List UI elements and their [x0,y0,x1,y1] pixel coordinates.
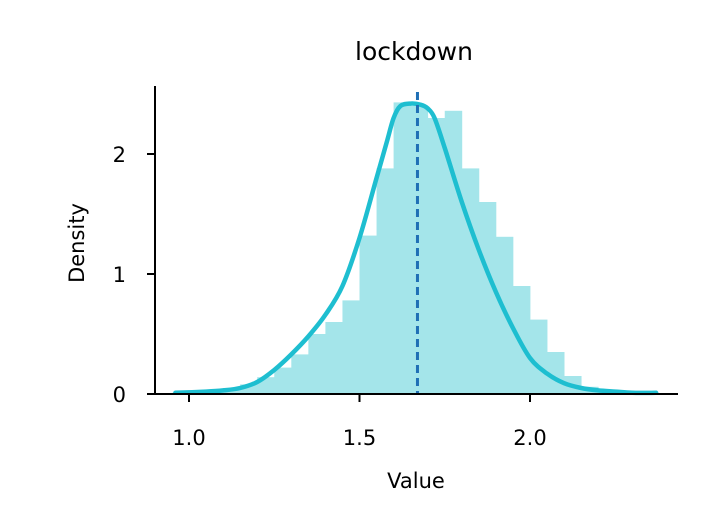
y-ticks: 0 1 2 [113,143,155,407]
histogram-bar [376,168,394,394]
x-axis-title: Value [387,469,445,493]
x-tick-label: 2.0 [513,426,546,450]
y-tick-label: 1 [113,263,126,287]
histogram-bar [530,319,548,394]
histogram-bar [410,106,429,394]
x-tick-label: 1.0 [172,426,205,450]
histogram-bar [342,300,360,394]
histogram-bar [308,334,326,394]
y-tick-label: 2 [113,143,126,167]
chart-title: lockdown [355,37,473,66]
histogram-bar [461,168,480,394]
histogram-bar [325,322,343,394]
histogram-bar [359,235,377,394]
x-tick-label: 1.5 [343,426,376,450]
axes [154,86,678,395]
y-axis-title: Density [65,203,89,283]
histogram-bar [240,384,258,394]
histogram-bar [427,118,446,394]
kde-curve-layer [173,101,659,396]
y-tick-label: 0 [113,383,126,407]
histogram-bar [291,354,309,394]
x-ticks: 1.0 1.5 2.0 [172,394,547,450]
histogram-bar [393,102,412,395]
histogram-bar [444,110,463,395]
kde-curve [173,101,659,396]
histogram-bar [478,202,497,394]
histogram-bars [171,102,650,395]
histogram-bar [274,367,292,394]
